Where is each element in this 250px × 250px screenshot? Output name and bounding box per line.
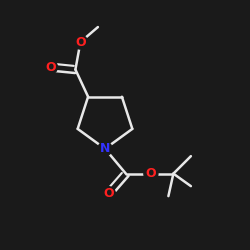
Text: O: O bbox=[75, 36, 86, 49]
Text: N: N bbox=[100, 142, 110, 155]
Text: O: O bbox=[103, 187, 114, 200]
Circle shape bbox=[44, 60, 58, 74]
Text: O: O bbox=[146, 167, 156, 180]
Text: O: O bbox=[45, 60, 56, 74]
Circle shape bbox=[98, 142, 112, 156]
Circle shape bbox=[102, 187, 116, 201]
Circle shape bbox=[74, 35, 88, 49]
Circle shape bbox=[144, 167, 158, 181]
